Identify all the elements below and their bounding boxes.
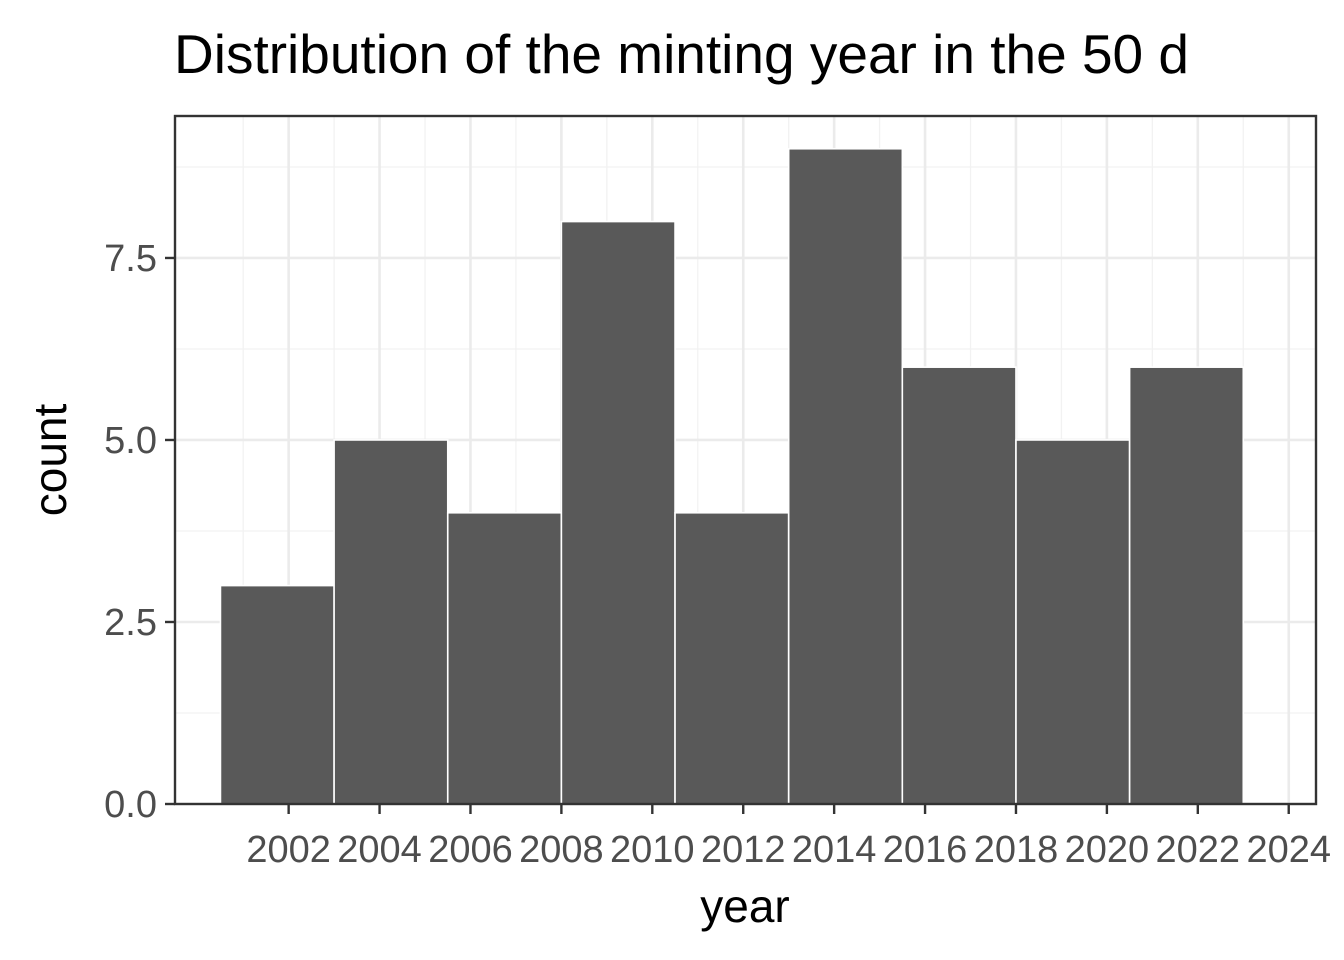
y-axis-title: count [24, 404, 76, 517]
bar [219, 584, 335, 805]
bars [219, 147, 1245, 805]
bar [1015, 439, 1131, 805]
x-tick-label: 2020 [1065, 829, 1150, 871]
x-tick-label: 2018 [974, 829, 1059, 871]
x-tick-label: 2010 [610, 829, 695, 871]
x-axis-ticks: 2002 2004 2006 2008 2010 2012 2014 2016 2018 2020… [246, 804, 1331, 871]
y-tick-label: 5.0 [104, 420, 157, 462]
bar [1128, 366, 1245, 805]
x-tick-label: 2008 [519, 829, 604, 871]
bar [674, 511, 790, 805]
bar [787, 147, 904, 805]
x-tick-label: 2016 [883, 829, 968, 871]
y-tick-label: 0.0 [104, 784, 157, 826]
y-tick-label: 2.5 [104, 602, 157, 644]
x-tick-label: 2006 [428, 829, 513, 871]
x-tick-label: 2024 [1246, 829, 1331, 871]
x-tick-label: 2004 [337, 829, 422, 871]
bar [560, 220, 676, 805]
y-tick-label: 7.5 [104, 238, 157, 280]
plot-panel-border [173, 114, 1318, 806]
bar [333, 439, 449, 805]
bar [446, 511, 563, 805]
x-tick-label: 2012 [701, 829, 786, 871]
x-axis-title: year [700, 880, 789, 932]
x-tick-label: 2014 [792, 829, 877, 871]
y-axis-ticks: 0.0 2.5 5.0 7.5 [104, 238, 175, 826]
bar [901, 366, 1017, 805]
chart-title: Distribution of the minting year in the … [174, 23, 1189, 85]
x-tick-label: 2002 [246, 829, 331, 871]
x-tick-label: 2022 [1156, 829, 1241, 871]
